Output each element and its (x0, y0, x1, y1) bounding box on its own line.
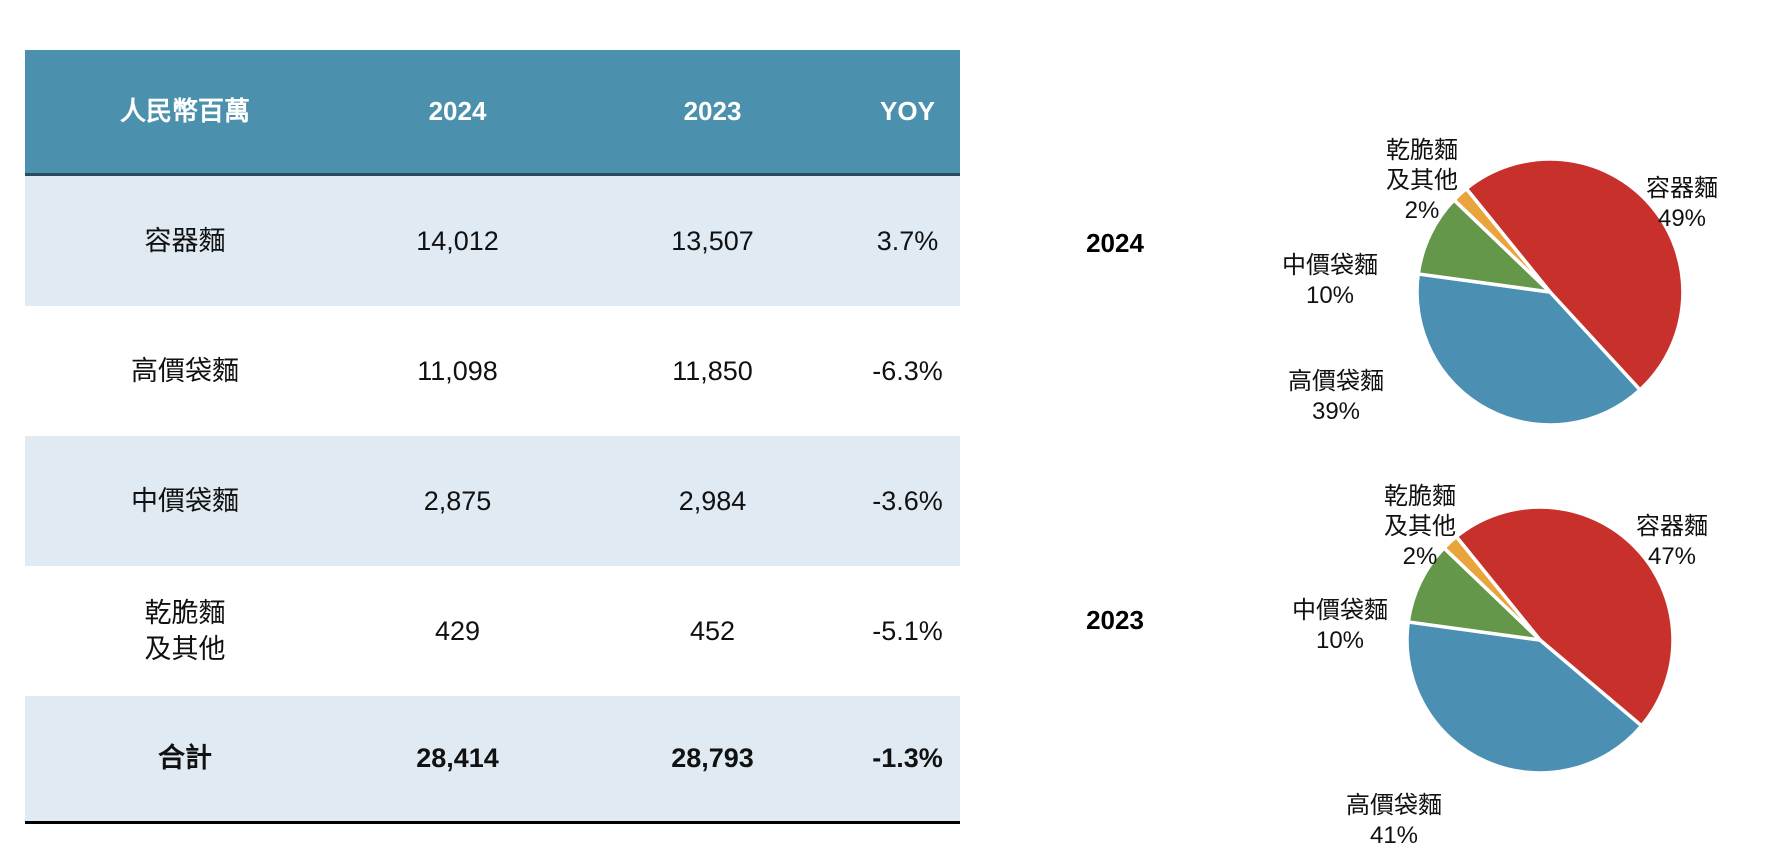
pie-slice-0 (1454, 505, 1675, 728)
value-2024: 14,012 (416, 225, 499, 256)
pie-label-container-2023: 容器麵 47% (1587, 482, 1757, 602)
header-cell-2023: 2023 (683, 95, 742, 126)
pie-label-pct: 39% (1311, 398, 1361, 425)
pie-slice-1 (1405, 620, 1644, 775)
pie-year-label-2023: 2023 (1086, 605, 1144, 635)
pie-chart-2023 (1405, 505, 1675, 775)
pie-label-name: 乾脆麵 及其他 (1386, 137, 1458, 194)
value-2023: 11,850 (672, 355, 753, 386)
pie-slice-3 (1442, 534, 1542, 642)
pie-label-pct: 41% (1369, 822, 1419, 849)
table-row-container-noodles: 容器麵 14,012 13,507 3.7% (25, 176, 960, 306)
pie-label-high-price-2023: 高價袋麵 41% (1309, 761, 1479, 854)
revenue-table: 人民幣百萬 2024 2023 YOY 容器麵 14,012 13,507 3.… (25, 50, 960, 824)
pie-slice-1 (1415, 272, 1642, 427)
total-value-2024: 28,414 (416, 743, 499, 774)
total-value-yoy: -1.3% (872, 743, 943, 774)
header-cell-yoy: YOY (880, 95, 935, 126)
value-yoy: -3.6% (872, 485, 943, 516)
row-label: 容器麵 (144, 225, 226, 256)
pie-label-name: 容器麵 (1636, 513, 1708, 540)
pie-label-pct: 10% (1315, 627, 1365, 654)
table-header-row: 人民幣百萬 2024 2023 YOY (25, 50, 960, 176)
pie-label-pct: 47% (1647, 543, 1697, 570)
pie-label-pct: 10% (1305, 282, 1355, 309)
value-yoy: -6.3% (872, 355, 943, 386)
value-2023: 452 (689, 615, 736, 646)
pie-label-mid-price-2023: 中價袋麵 10% (1255, 566, 1425, 686)
pie-label-name: 中價袋麵 (1282, 252, 1378, 279)
pie-label-crispy-2023: 乾脆麵 及其他 2% (1335, 452, 1505, 602)
value-2023: 13,507 (671, 225, 754, 256)
pie-slice-3 (1452, 186, 1552, 294)
pie-label-name: 中價袋麵 (1292, 597, 1388, 624)
total-value-2023: 28,793 (671, 743, 754, 774)
value-2024: 429 (434, 615, 481, 646)
header-cell-2024: 2024 (428, 95, 487, 126)
value-2024: 2,875 (423, 485, 492, 516)
row-label: 乾脆麵 及其他 (144, 597, 226, 664)
value-2023: 2,984 (678, 485, 747, 516)
pie-label-crispy-2024: 乾脆麵 及其他 2% (1337, 106, 1507, 256)
pie-label-pct: 49% (1657, 205, 1707, 232)
pie-slice-0 (1464, 157, 1685, 392)
pie-label-pct: 2% (1402, 543, 1438, 570)
pie-label-container-2024: 容器麵 49% (1597, 144, 1767, 264)
value-yoy: 3.7% (876, 225, 939, 256)
row-label: 高價袋麵 (131, 355, 239, 386)
table-row-crispy-others: 乾脆麵 及其他 429 452 -5.1% (25, 566, 960, 696)
table-row-mid-price-bag: 中價袋麵 2,875 2,984 -3.6% (25, 436, 960, 566)
pie-label-high-price-2024: 高價袋麵 39% (1251, 337, 1421, 457)
total-label: 合計 (158, 743, 212, 774)
pie-label-name: 高價袋麵 (1346, 792, 1442, 819)
table-row-total: 合計 28,414 28,793 -1.3% (25, 696, 960, 824)
pie-label-name: 乾脆麵 及其他 (1384, 483, 1456, 540)
row-label: 中價袋麵 (131, 485, 239, 516)
pie-chart-2024 (1415, 157, 1685, 427)
value-2024: 11,098 (417, 355, 498, 386)
header-cell-unit: 人民幣百萬 (119, 95, 250, 126)
pie-label-name: 容器麵 (1646, 175, 1718, 202)
pie-label-pct: 2% (1404, 197, 1440, 224)
table-row-high-price-bag: 高價袋麵 11,098 11,850 -6.3% (25, 306, 960, 436)
pie-label-name: 高價袋麵 (1288, 368, 1384, 395)
pie-label-mid-price-2024: 中價袋麵 10% (1245, 221, 1415, 341)
pie-year-label-2024: 2024 (1086, 228, 1144, 258)
value-yoy: -5.1% (872, 615, 943, 646)
